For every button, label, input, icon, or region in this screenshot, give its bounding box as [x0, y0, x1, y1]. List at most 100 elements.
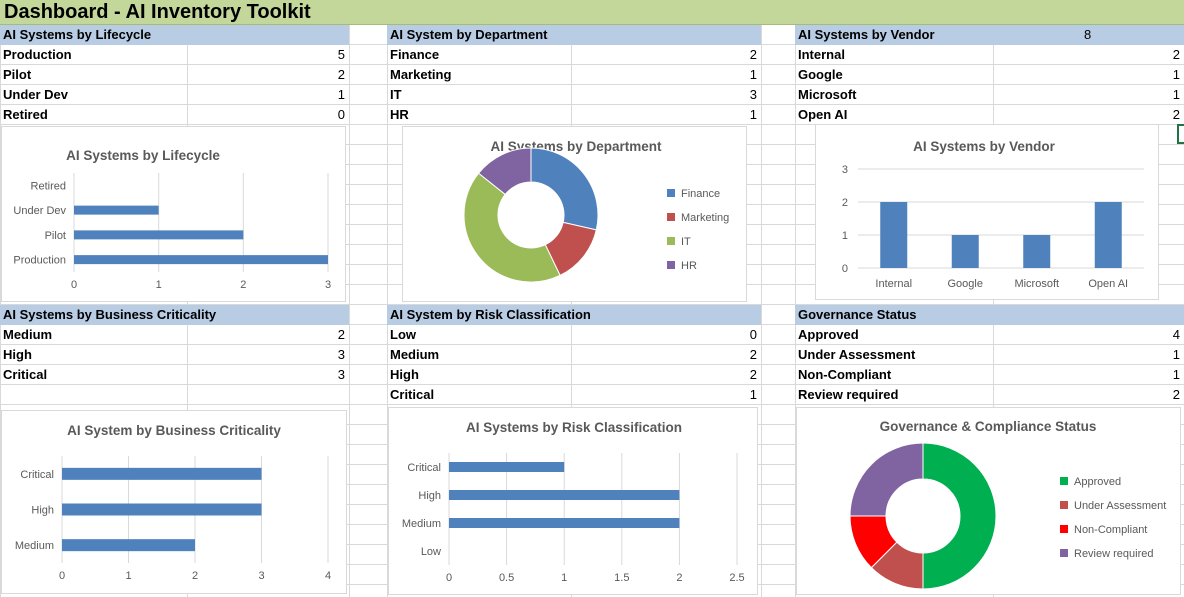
section-header-department[interactable]: AI System by Department — [387, 25, 761, 45]
cell-divider — [187, 105, 188, 125]
row-value: 2 — [1172, 387, 1180, 402]
y-tick-label: Production — [13, 255, 66, 267]
cell-divider — [993, 105, 994, 125]
table-row[interactable]: Approved 4 — [795, 325, 1184, 345]
x-tick-label: 1 — [125, 570, 131, 582]
row-value: 2 — [749, 367, 757, 382]
x-tick-label: 3 — [258, 570, 264, 582]
x-tick-label: 0 — [59, 570, 65, 582]
row-label: Internal — [798, 47, 845, 62]
table-row[interactable]: Medium 2 — [0, 325, 349, 345]
table-row[interactable]: Critical 1 — [387, 385, 761, 405]
cell-divider — [187, 85, 188, 105]
dashboard-title-bar[interactable]: Dashboard - AI Inventory Toolkit — [0, 0, 1184, 25]
table-row[interactable]: Microsoft 1 — [795, 85, 1184, 105]
column-divider — [349, 24, 350, 597]
y-tick-label: Under Dev — [13, 205, 66, 217]
row-value: 2 — [337, 327, 345, 342]
x-tick-label: 1.5 — [614, 572, 629, 584]
row-value: 1 — [1172, 347, 1180, 362]
row-label: Under Assessment — [798, 347, 916, 362]
cell-divider — [571, 325, 572, 345]
cell-divider — [571, 385, 572, 405]
row-label: Low — [390, 327, 416, 342]
row-value: 1 — [749, 387, 757, 402]
legend-label: Review required — [1074, 548, 1153, 560]
table-row[interactable]: IT 3 — [387, 85, 761, 105]
table-row[interactable]: High 3 — [0, 345, 349, 365]
table-row[interactable]: Retired 0 — [0, 105, 349, 125]
x-tick-label: 3 — [325, 279, 331, 291]
cell-divider — [187, 345, 188, 365]
row-label: Review required — [798, 387, 899, 402]
legend-label: Non-Compliant — [1074, 524, 1147, 536]
cell-divider — [993, 365, 994, 385]
bar — [880, 202, 908, 268]
pie-slice — [922, 442, 997, 590]
row-label: Under Dev — [3, 87, 69, 102]
selected-cell[interactable] — [1177, 124, 1184, 144]
cell-divider — [571, 45, 572, 65]
bar — [62, 539, 195, 552]
table-row[interactable]: Non-Compliant 1 — [795, 365, 1184, 385]
table-row[interactable]: Internal 2 — [795, 45, 1184, 65]
row-label: Pilot — [3, 67, 32, 82]
risk-chart[interactable]: AI Systems by Risk Classification 0 0.5 1 1.… — [388, 407, 758, 595]
table-row[interactable]: Google 1 — [795, 65, 1184, 85]
row-label: Approved — [798, 327, 859, 342]
cell-divider — [187, 325, 188, 345]
row-value: 4 — [1172, 327, 1180, 342]
section-header-vendor[interactable]: AI Systems by Vendor 8 — [795, 25, 1184, 45]
row-value: 1 — [337, 87, 345, 102]
table-row[interactable]: Pilot 2 — [0, 65, 349, 85]
table-row[interactable]: Medium 2 — [387, 345, 761, 365]
row-label: Critical — [3, 367, 48, 382]
table-row[interactable]: Open AI 2 — [795, 105, 1184, 125]
cell-divider — [571, 365, 572, 385]
section-header-lifecycle[interactable]: AI Systems by Lifecycle — [0, 25, 349, 45]
y-tick-label: Critical — [20, 469, 54, 481]
section-title: AI System by Risk Classification — [390, 307, 591, 322]
bar — [449, 490, 680, 500]
x-tick-label: 4 — [325, 570, 331, 582]
row-label: Microsoft — [798, 87, 857, 102]
table-row[interactable]: Low 0 — [387, 325, 761, 345]
table-row[interactable]: Marketing 1 — [387, 65, 761, 85]
bar — [449, 518, 680, 528]
bar — [449, 462, 565, 472]
section-header-governance[interactable]: Governance Status — [795, 305, 1184, 325]
table-row[interactable]: Finance 2 — [387, 45, 761, 65]
row-label: Medium — [390, 347, 440, 362]
department-chart[interactable]: AI Systems by Department Finance Marketing… — [402, 126, 747, 302]
section-title: AI Systems by Business Criticality — [3, 307, 217, 322]
table-row[interactable]: HR 1 — [387, 105, 761, 125]
table-row[interactable]: Production 5 — [0, 45, 349, 65]
row-value: 2 — [1172, 47, 1180, 62]
pie-slice — [463, 172, 561, 283]
row-value: 1 — [749, 107, 757, 122]
section-header-risk[interactable]: AI System by Risk Classification — [387, 305, 761, 325]
table-row[interactable]: High 2 — [387, 365, 761, 385]
legend-swatch — [667, 189, 675, 197]
section-header-criticality[interactable]: AI Systems by Business Criticality — [0, 305, 349, 325]
table-row[interactable]: Critical 3 — [0, 365, 349, 385]
table-row[interactable]: Review required 2 — [795, 385, 1184, 405]
legend-swatch — [1060, 501, 1068, 509]
row-label: Open AI — [798, 107, 848, 122]
governance-chart[interactable]: Governance & Compliance Status Approved Un… — [796, 407, 1181, 595]
row-label: Finance — [390, 47, 440, 62]
x-tick-label: 0 — [71, 279, 77, 291]
bar — [1094, 202, 1122, 268]
legend-label: Marketing — [681, 212, 729, 224]
y-tick-label: 0 — [842, 263, 848, 275]
chart-title: AI Systems by Risk Classification — [466, 420, 682, 435]
table-row[interactable]: Under Dev 1 — [0, 85, 349, 105]
column-divider — [761, 24, 762, 597]
vendor-chart[interactable]: AI Systems by Vendor 0 1 2 3 Internal Google Mi… — [815, 124, 1159, 300]
table-row[interactable]: Under Assessment 1 — [795, 345, 1184, 365]
lifecycle-chart[interactable]: AI Systems by Lifecycle 0 1 2 3 Production Pil… — [1, 126, 346, 302]
cell-divider — [187, 65, 188, 85]
section-title: AI Systems by Lifecycle — [3, 27, 152, 42]
criticality-chart[interactable]: AI System by Business Criticality 0 1 2 3 4 Me… — [1, 410, 347, 594]
x-tick-label: 0 — [446, 572, 452, 584]
